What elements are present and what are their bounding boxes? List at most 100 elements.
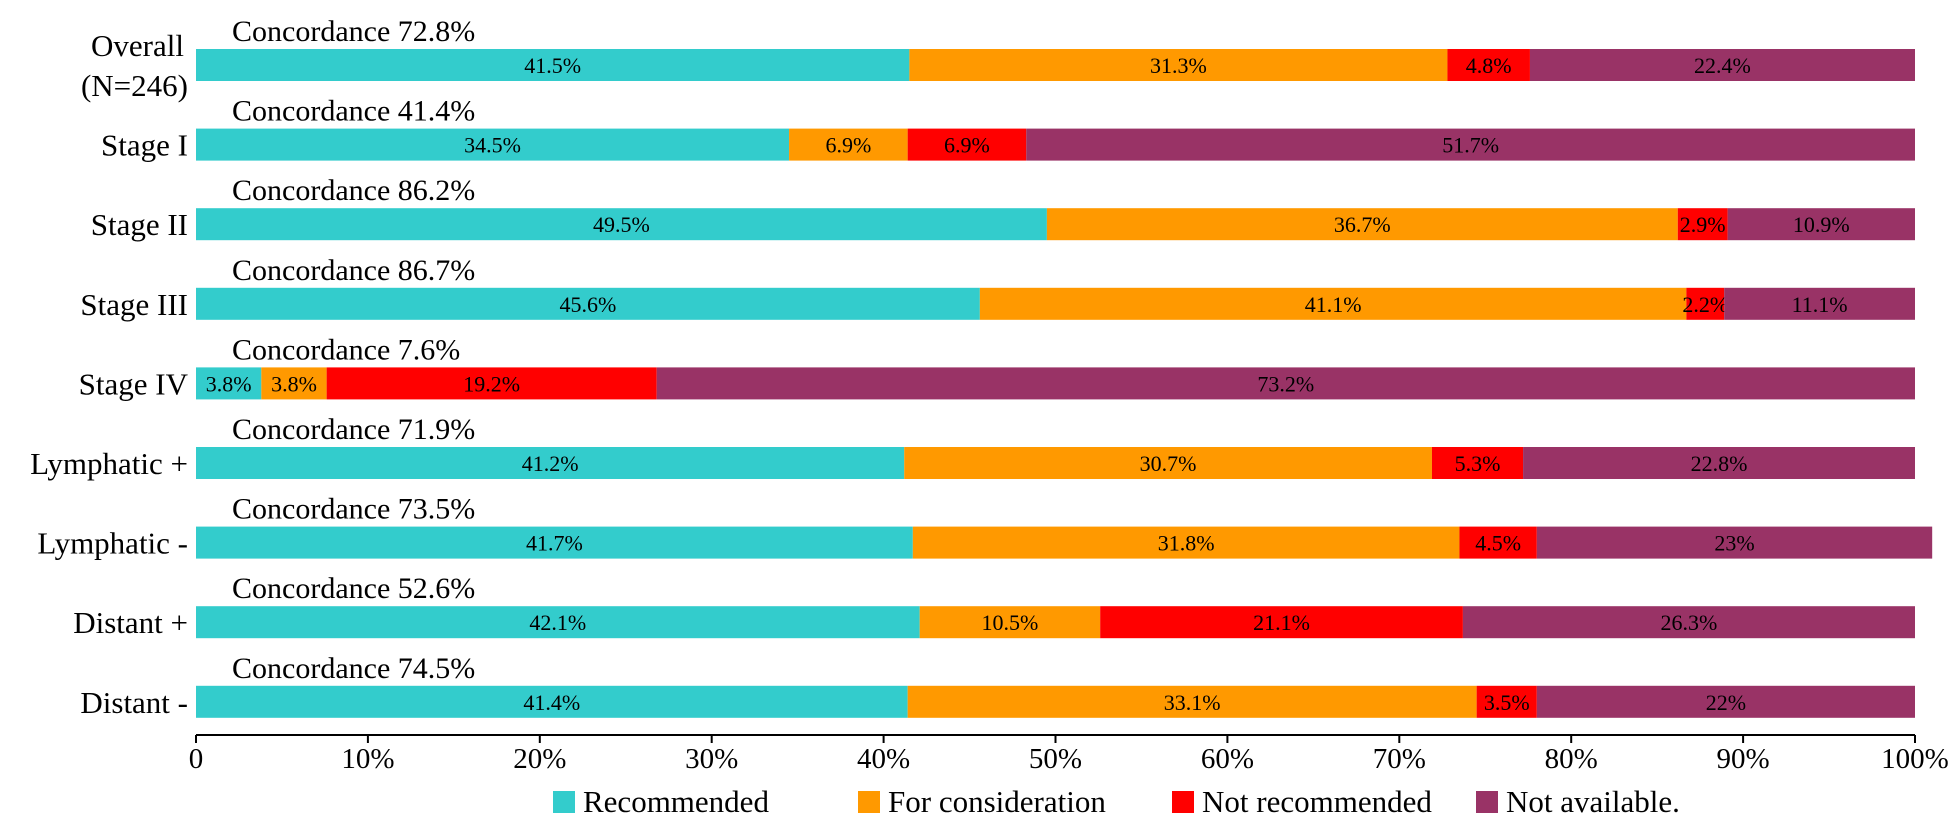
data-label: 41.5%: [524, 53, 581, 78]
chart-legend: Recommended For consideration Not recommen…: [0, 780, 1950, 824]
bar-segment: [196, 49, 910, 81]
bar-segment: [1431, 447, 1524, 479]
bar-segment: [919, 606, 1101, 639]
concordance-annotation: Concordance 7.6%: [232, 333, 460, 366]
bar-segment: [789, 128, 908, 161]
data-label: 23%: [1714, 531, 1754, 556]
x-tick-label: 80%: [1545, 743, 1598, 775]
data-label: 26.3%: [1661, 610, 1718, 635]
legend-swatch: [1172, 791, 1194, 813]
data-label: 10.5%: [982, 610, 1039, 635]
data-label: 3.8%: [206, 371, 252, 396]
bar-segment: [1462, 606, 1915, 639]
legend-label: Not available.: [1506, 784, 1680, 819]
bar-segment: [979, 287, 1687, 320]
x-tick-label: 0: [189, 743, 204, 775]
concordance-annotation: Concordance 86.2%: [232, 174, 475, 207]
data-label: 30.7%: [1140, 451, 1197, 476]
x-tick-label: 90%: [1717, 743, 1770, 775]
x-tick-label: 20%: [513, 743, 566, 775]
category-label: Overall: [91, 28, 184, 63]
data-label: 31.8%: [1158, 531, 1215, 556]
data-label: 10.9%: [1793, 212, 1850, 237]
bar-segment: [196, 208, 1047, 241]
legend-label: Recommended: [583, 784, 769, 819]
bar-segment: [196, 526, 913, 559]
x-tick-label: 100%: [1881, 743, 1949, 775]
concordance-annotation: Concordance 72.8%: [232, 15, 475, 48]
bar-segment: [904, 447, 1432, 479]
x-tick-label: 60%: [1201, 743, 1254, 775]
data-label: 41.4%: [523, 690, 580, 715]
bar-segment: [261, 367, 327, 400]
legend-swatch: [1476, 791, 1498, 813]
bar-segment: [1459, 526, 1537, 559]
bar-segment: [656, 367, 1915, 400]
data-label: 6.9%: [944, 133, 990, 158]
data-label: 22.4%: [1694, 53, 1751, 78]
x-tick-label: 70%: [1373, 743, 1426, 775]
data-label: 34.5%: [464, 133, 521, 158]
data-label: 22.8%: [1691, 451, 1748, 476]
category-label: Lymphatic +: [30, 446, 188, 481]
data-label: 21.1%: [1253, 610, 1310, 635]
data-label: 2.9%: [1680, 212, 1726, 237]
bar-segment: [1026, 128, 1915, 161]
bar-segment: [196, 685, 908, 718]
concordance-annotation: Concordance 73.5%: [232, 493, 475, 526]
bar-segment: [1100, 606, 1463, 639]
data-label: 2.2%: [1682, 292, 1728, 317]
data-label: 33.1%: [1164, 690, 1221, 715]
category-label: Stage IV: [79, 366, 189, 401]
data-label: 31.3%: [1150, 53, 1207, 78]
bar-segment: [907, 128, 1027, 161]
data-label: 36.7%: [1334, 212, 1391, 237]
concordance-annotation: Concordance 86.7%: [232, 254, 475, 287]
data-label: 41.2%: [522, 451, 579, 476]
bar-segment: [1536, 526, 1933, 559]
bar-segment: [196, 447, 905, 479]
concordance-annotation: Concordance 41.4%: [232, 95, 475, 128]
data-label: 3.5%: [1484, 690, 1530, 715]
concordance-annotation: Concordance 52.6%: [232, 572, 475, 605]
x-tick-label: 40%: [857, 743, 910, 775]
x-tick-label: 30%: [685, 743, 738, 775]
category-label: (N=246): [81, 68, 188, 103]
category-label: Stage III: [80, 287, 188, 322]
concordance-annotation: Concordance 71.9%: [232, 413, 475, 446]
legend-item: Recommended: [553, 780, 769, 824]
data-label: 73.2%: [1257, 371, 1314, 396]
data-label: 3.8%: [271, 371, 317, 396]
data-label: 22%: [1706, 690, 1746, 715]
category-label: Stage II: [91, 207, 188, 242]
data-label: 41.1%: [1305, 292, 1362, 317]
bar-segment: [1724, 287, 1915, 320]
bar-segment: [1447, 49, 1530, 81]
bar-segment: [196, 606, 920, 639]
data-label: 19.2%: [463, 371, 520, 396]
bar-segment: [196, 128, 790, 161]
stacked-bar-chart: Overall (N=246) Concordance 72.8% 41.5% 31.3…: [30, 15, 1949, 775]
bar-segment: [1536, 685, 1915, 718]
x-tick-label: 50%: [1029, 743, 1082, 775]
bar-segment: [907, 685, 1477, 718]
legend-item: Not recommended: [1172, 780, 1432, 824]
bar-segment: [1529, 49, 1915, 81]
legend-item: For consideration: [858, 780, 1106, 824]
bar-segment: [1727, 208, 1915, 241]
data-label: 42.1%: [529, 610, 586, 635]
legend-item: Not available.: [1476, 780, 1680, 824]
category-label: Lymphatic -: [37, 526, 188, 561]
category-label: Distant +: [73, 605, 188, 640]
category-label: Stage I: [101, 128, 188, 163]
bar-segment: [1677, 208, 1728, 241]
legend-label: For consideration: [888, 784, 1106, 819]
data-label: 4.8%: [1466, 53, 1512, 78]
bar-segment: [196, 287, 980, 320]
data-label: 4.5%: [1475, 531, 1521, 556]
data-label: 41.7%: [526, 531, 583, 556]
data-label: 5.3%: [1455, 451, 1501, 476]
bar-segment: [1046, 208, 1678, 241]
concordance-annotation: Concordance 74.5%: [232, 652, 475, 685]
data-label: 45.6%: [560, 292, 617, 317]
